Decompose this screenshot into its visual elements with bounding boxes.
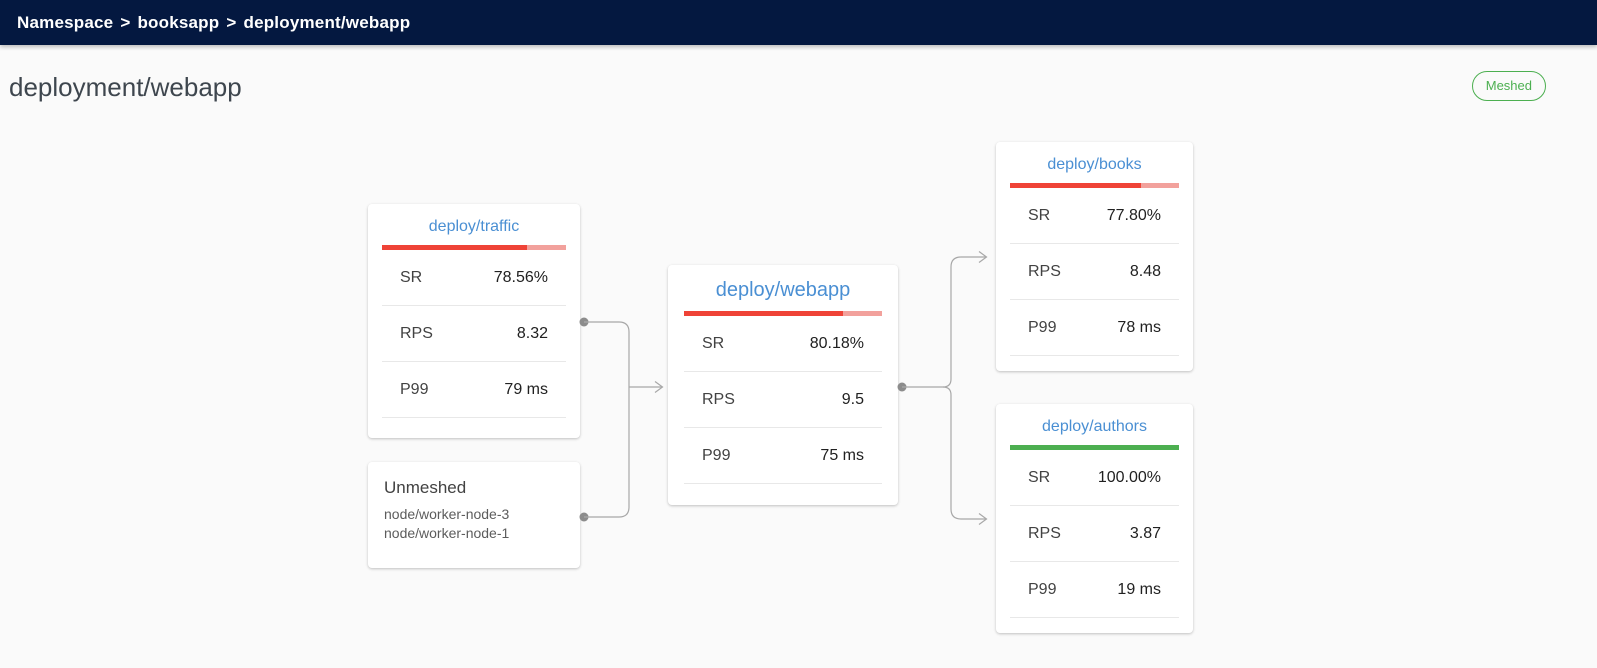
node-card-traffic: deploy/traffic SR 78.56% RPS 8.32 P99 79… (368, 204, 580, 438)
success-rate-bar (684, 311, 882, 316)
metric-value: 80.18% (809, 334, 864, 352)
breadcrumb-separator: > (120, 12, 131, 32)
metric-row-p99: P99 19 ms (1010, 562, 1179, 618)
metric-label: SR (1028, 206, 1051, 224)
edge-origin-dot (897, 382, 907, 392)
metric-label: RPS (702, 390, 735, 408)
node-link-authors[interactable]: deploy/authors (1042, 418, 1147, 435)
edge-origin-dot (579, 512, 589, 522)
app-header: Namespace > booksapp > deployment/webapp (0, 0, 1597, 45)
edge-origin-dot (579, 317, 589, 327)
arrowhead-authors (978, 513, 988, 525)
metric-row-p99: P99 75 ms (684, 428, 882, 484)
metric-row-sr: SR 78.56% (382, 250, 566, 306)
arrowhead-webapp (654, 381, 664, 393)
node-card-unmeshed: Unmeshed node/worker-node-3 node/worker-… (368, 462, 580, 568)
metric-value: 3.87 (1129, 524, 1161, 542)
metric-label: SR (400, 268, 423, 286)
metric-value: 100.00% (1097, 468, 1161, 486)
metric-label: P99 (400, 380, 429, 398)
metric-value: 75 ms (820, 446, 864, 464)
metric-row-p99: P99 79 ms (382, 362, 566, 418)
page-content: deployment/webapp Meshed deploy/traffic … (0, 45, 1597, 668)
metric-value: 8.48 (1129, 262, 1161, 280)
unmeshed-node-list: node/worker-node-3 node/worker-node-1 (384, 505, 564, 543)
metric-label: P99 (702, 446, 731, 464)
metric-row-rps: RPS 3.87 (1010, 506, 1179, 562)
metric-row-sr: SR 77.80% (1010, 188, 1179, 244)
metric-row-p99: P99 78 ms (1010, 300, 1179, 356)
metric-value: 19 ms (1117, 580, 1161, 598)
unmeshed-node: node/worker-node-1 (384, 525, 510, 541)
page-title: deployment/webapp (9, 72, 242, 102)
breadcrumb: Namespace > booksapp > deployment/webapp (17, 13, 410, 33)
edge-traffic-webapp (584, 321, 630, 387)
metric-rows: SR 78.56% RPS 8.32 P99 79 ms (382, 250, 566, 418)
unmeshed-title: Unmeshed (384, 478, 467, 497)
metric-rows: SR 77.80% RPS 8.48 P99 78 ms (1010, 188, 1179, 356)
breadcrumb-booksapp[interactable]: booksapp (137, 12, 220, 32)
node-link-webapp[interactable]: deploy/webapp (715, 279, 851, 301)
arrowhead-books (978, 251, 988, 263)
success-rate-bar (382, 245, 566, 250)
metric-row-sr: SR 80.18% (684, 316, 882, 372)
meshed-status-badge: Meshed (1471, 71, 1546, 101)
edge-webapp-authors (942, 386, 986, 520)
breadcrumb-separator: > (226, 12, 237, 32)
metric-rows: SR 80.18% RPS 9.5 P99 75 ms (684, 316, 882, 484)
metric-rows: SR 100.00% RPS 3.87 P99 19 ms (1010, 450, 1179, 618)
breadcrumb-deployment-webapp[interactable]: deployment/webapp (243, 12, 411, 32)
metric-value: 9.5 (841, 390, 864, 408)
metric-label: SR (702, 334, 725, 352)
unmeshed-node: node/worker-node-3 (384, 506, 510, 522)
metric-label: RPS (400, 324, 433, 342)
success-rate-bar (1010, 445, 1179, 450)
metric-label: RPS (1028, 524, 1061, 542)
node-link-traffic[interactable]: deploy/traffic (428, 218, 520, 235)
node-link-books[interactable]: deploy/books (1047, 156, 1142, 173)
metric-row-rps: RPS 9.5 (684, 372, 882, 428)
metric-row-rps: RPS 8.48 (1010, 244, 1179, 300)
metric-label: P99 (1028, 580, 1057, 598)
edge-unmeshed-webapp (584, 387, 630, 518)
metric-row-sr: SR 100.00% (1010, 450, 1179, 506)
node-card-authors: deploy/authors SR 100.00% RPS 3.87 P99 1… (996, 404, 1193, 633)
breadcrumb-namespace[interactable]: Namespace (17, 12, 114, 32)
metric-label: RPS (1028, 262, 1061, 280)
metric-label: SR (1028, 468, 1051, 486)
metric-value: 78.56% (493, 268, 548, 286)
metric-value: 8.32 (516, 324, 548, 342)
metric-label: P99 (1028, 318, 1057, 336)
metric-value: 79 ms (504, 380, 548, 398)
success-rate-bar (1010, 183, 1179, 188)
metric-row-rps: RPS 8.32 (382, 306, 566, 362)
metric-value: 78 ms (1117, 318, 1161, 336)
node-card-books: deploy/books SR 77.80% RPS 8.48 P99 78 m… (996, 142, 1193, 371)
node-card-webapp: deploy/webapp SR 80.18% RPS 9.5 P99 75 m… (668, 265, 898, 505)
edge-webapp-books (902, 256, 986, 388)
metric-value: 77.80% (1106, 206, 1161, 224)
